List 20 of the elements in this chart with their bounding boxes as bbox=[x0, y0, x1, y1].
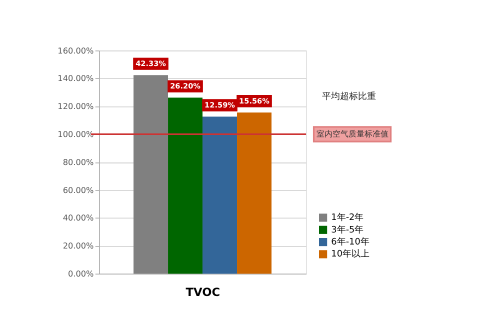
y-tick-label: 20.00% bbox=[62, 240, 94, 251]
legend-label: 3年-5年 bbox=[331, 224, 364, 236]
y-tick-label: 100.00% bbox=[58, 129, 94, 140]
legend-label: 10年以上 bbox=[331, 248, 370, 260]
y-tick-label: 140.00% bbox=[58, 73, 94, 84]
y-tick-label: 120.00% bbox=[58, 101, 94, 112]
y-tick-label: 160.00% bbox=[58, 45, 94, 56]
y-tick-label: 60.00% bbox=[62, 184, 94, 195]
text: 平均超标比重 bbox=[322, 91, 376, 102]
legend-label: 1年-2年 bbox=[331, 212, 364, 224]
annotation: 12.59% bbox=[204, 100, 236, 110]
x-axis-title: TVOC bbox=[186, 285, 220, 300]
ref-line-label: 室内空气质量标准值 bbox=[316, 128, 388, 139]
y-tick-label: 40.00% bbox=[62, 212, 94, 223]
annotation: 15.56% bbox=[239, 96, 270, 106]
legend-label: 6年-10年 bbox=[331, 236, 370, 248]
y-tick-label: 0.00% bbox=[68, 268, 94, 279]
y-tick-label: 80.00% bbox=[62, 156, 94, 167]
annotation: 42.33% bbox=[136, 59, 167, 68]
annotation: 26.20% bbox=[170, 82, 202, 91]
